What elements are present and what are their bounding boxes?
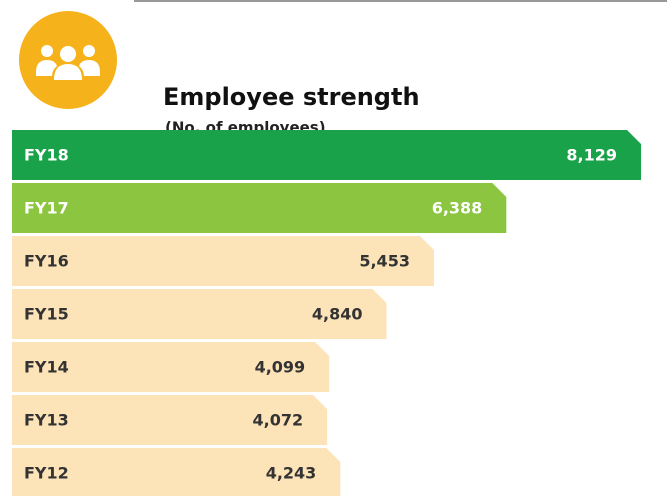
category-label: FY14 <box>24 358 69 377</box>
value-label: 4,072 <box>252 411 303 430</box>
bar <box>12 342 330 392</box>
bar <box>12 236 434 286</box>
category-label: FY16 <box>24 252 69 271</box>
bar <box>12 289 387 339</box>
category-label: FY17 <box>24 199 69 218</box>
bar <box>12 395 328 445</box>
category-label: FY12 <box>24 464 69 483</box>
value-label: 8,129 <box>566 146 617 165</box>
value-label: 6,388 <box>432 199 483 218</box>
bar <box>12 130 642 180</box>
value-label: 4,243 <box>266 464 317 483</box>
value-label: 4,099 <box>255 358 306 377</box>
value-label: 5,453 <box>359 252 410 271</box>
chart-title: Employee strength <box>163 83 420 111</box>
value-label: 4,840 <box>312 305 363 324</box>
category-label: FY15 <box>24 305 69 324</box>
category-label: FY18 <box>24 146 69 165</box>
category-label: FY13 <box>24 411 69 430</box>
bar <box>12 183 507 233</box>
bar <box>12 448 341 496</box>
people-icon <box>19 11 117 109</box>
